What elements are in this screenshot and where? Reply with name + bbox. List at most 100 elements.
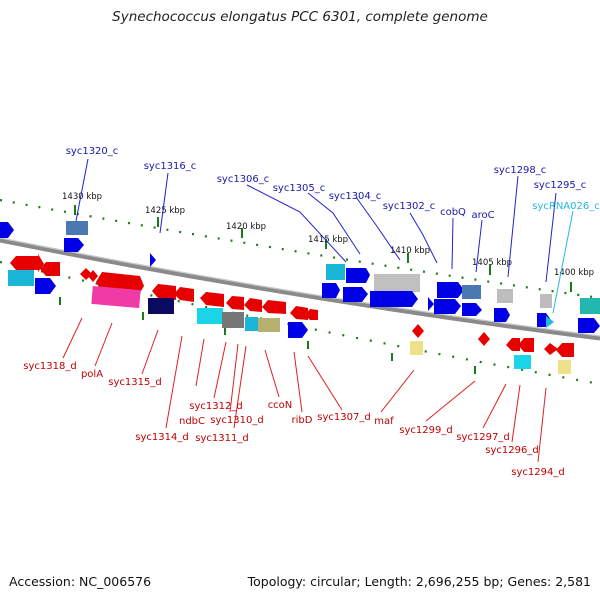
gene-block[interactable] bbox=[8, 270, 34, 286]
gene-arrow[interactable] bbox=[428, 297, 434, 311]
gene-arrow[interactable] bbox=[290, 306, 308, 320]
gene-arrow[interactable] bbox=[544, 343, 558, 355]
gene-label[interactable]: syc1314_d bbox=[135, 432, 188, 443]
gene-arrow[interactable] bbox=[556, 343, 574, 357]
gene-label[interactable]: polA bbox=[81, 369, 103, 380]
gene-arrow[interactable] bbox=[370, 291, 418, 307]
gene-arrow[interactable] bbox=[346, 268, 370, 283]
gene-arrow[interactable] bbox=[518, 338, 534, 352]
gene-label[interactable]: syc1318_d bbox=[23, 361, 76, 372]
gene-label[interactable]: syc1294_d bbox=[511, 467, 564, 478]
gene-arrow[interactable] bbox=[35, 278, 56, 294]
gene-block[interactable] bbox=[245, 317, 258, 331]
gene-label[interactable]: syc1320_c bbox=[66, 146, 119, 157]
gene-label[interactable]: syc1296_d bbox=[485, 445, 538, 456]
gene-arrow[interactable] bbox=[40, 262, 60, 276]
gene-label[interactable]: syc1315_d bbox=[108, 377, 161, 388]
gene-label[interactable]: syc1302_c bbox=[383, 201, 436, 212]
forward-strand-outer bbox=[0, 221, 600, 314]
kbp-label: 1400 kbp bbox=[554, 268, 594, 278]
gene-label[interactable]: syc1307_d bbox=[317, 412, 370, 423]
gene-block[interactable] bbox=[540, 294, 552, 308]
gene-block[interactable] bbox=[197, 308, 223, 324]
gene-label[interactable]: syc1306_c bbox=[217, 174, 270, 185]
forward-strand-inner bbox=[8, 270, 600, 338]
rna-label[interactable]: sycRNA026_c bbox=[532, 201, 599, 212]
reverse-strand bbox=[10, 254, 574, 374]
gene-block[interactable] bbox=[374, 274, 420, 292]
gene-arrow[interactable] bbox=[10, 254, 44, 272]
gene-label[interactable]: ccoN bbox=[268, 400, 293, 411]
gene-arrow[interactable] bbox=[200, 292, 224, 307]
gene-arrow[interactable] bbox=[478, 332, 490, 346]
kbp-label: 1410 kbp bbox=[390, 246, 430, 256]
gene-label[interactable]: syc1310_d bbox=[210, 415, 263, 426]
map-title: Synechococcus elongatus PCC 6301, comple… bbox=[112, 9, 488, 25]
genome-backbone bbox=[0, 237, 600, 341]
kbp-label: 1430 kbp bbox=[62, 192, 102, 202]
gene-block[interactable] bbox=[410, 341, 423, 355]
kbp-label: 1415 kbp bbox=[308, 235, 348, 245]
gene-label[interactable]: aroC bbox=[471, 210, 494, 221]
gene-arrow[interactable] bbox=[152, 284, 176, 300]
accession-text: Accession: NC_006576 bbox=[9, 574, 152, 589]
kbp-label: 1425 kbp bbox=[145, 206, 185, 216]
gene-label[interactable]: ndbC bbox=[179, 416, 205, 427]
gene-arrow[interactable] bbox=[244, 298, 262, 312]
kbp-label: 1420 kbp bbox=[226, 222, 266, 232]
gene-arrow[interactable] bbox=[578, 318, 600, 333]
gene-block[interactable] bbox=[580, 298, 600, 314]
gene-arrow[interactable] bbox=[174, 287, 194, 302]
reverse-labels: syc1318_d polA syc1315_d syc1314_d ndbC … bbox=[23, 361, 564, 478]
gene-label[interactable]: syc1298_c bbox=[494, 165, 547, 176]
gene-block[interactable] bbox=[258, 318, 280, 332]
gene-label[interactable]: syc1295_c bbox=[534, 180, 587, 191]
kbp-label: 1405 kbp bbox=[472, 258, 512, 268]
gene-arrow[interactable] bbox=[494, 308, 510, 322]
gene-block[interactable] bbox=[558, 360, 571, 374]
forward-labels: syc1320_c syc1316_c syc1306_c syc1305_c … bbox=[66, 146, 600, 221]
gene-arrow[interactable] bbox=[288, 322, 308, 338]
gene-arrow[interactable] bbox=[437, 282, 464, 298]
gene-arrow[interactable] bbox=[0, 222, 14, 238]
gene-arrow[interactable] bbox=[262, 300, 286, 314]
gene-arrow[interactable] bbox=[64, 238, 84, 252]
gene-label[interactable]: syc1305_c bbox=[273, 183, 326, 194]
gene-block[interactable] bbox=[326, 264, 345, 280]
gene-arrow[interactable] bbox=[343, 287, 368, 302]
gene-label[interactable]: syc1299_d bbox=[399, 425, 452, 436]
gene-arrow[interactable] bbox=[226, 296, 244, 310]
gene-arrow[interactable] bbox=[546, 316, 554, 328]
gene-arrow[interactable] bbox=[412, 324, 424, 338]
reverse-leader-lines bbox=[62, 317, 547, 463]
rna-leader-line bbox=[552, 210, 574, 314]
gene-block[interactable] bbox=[497, 289, 513, 303]
gene-block[interactable] bbox=[66, 221, 88, 235]
gene-arrow[interactable] bbox=[88, 270, 98, 282]
gene-arrow[interactable] bbox=[150, 253, 156, 267]
gene-label[interactable]: ribD bbox=[292, 415, 313, 426]
gene-arrow[interactable] bbox=[506, 338, 520, 351]
topology-text: Topology: circular; Length: 2,696,255 bp… bbox=[247, 574, 591, 589]
outer-ruler bbox=[0, 198, 600, 300]
gene-block[interactable] bbox=[514, 355, 531, 369]
gene-arrow[interactable] bbox=[305, 309, 318, 320]
gene-arrow[interactable] bbox=[322, 283, 340, 298]
gene-label[interactable]: syc1312_d bbox=[189, 401, 242, 412]
gene-label[interactable]: syc1316_c bbox=[144, 161, 197, 172]
forward-leader-lines bbox=[75, 158, 557, 283]
gene-block[interactable] bbox=[91, 285, 141, 309]
gene-label[interactable]: cobQ bbox=[440, 207, 466, 218]
gene-arrow[interactable] bbox=[462, 303, 482, 316]
gene-label[interactable]: syc1297_d bbox=[456, 432, 509, 443]
gene-label[interactable]: syc1311_d bbox=[195, 433, 248, 444]
gene-block[interactable] bbox=[222, 312, 244, 328]
gene-label[interactable]: maf bbox=[374, 416, 394, 427]
ruler-labels: 1430 kbp 1425 kbp 1420 kbp 1415 kbp 1410… bbox=[62, 192, 594, 278]
gene-block[interactable] bbox=[148, 298, 174, 314]
gene-block[interactable] bbox=[462, 285, 481, 299]
gene-label[interactable]: syc1304_c bbox=[329, 191, 382, 202]
gene-arrow[interactable] bbox=[434, 299, 461, 314]
